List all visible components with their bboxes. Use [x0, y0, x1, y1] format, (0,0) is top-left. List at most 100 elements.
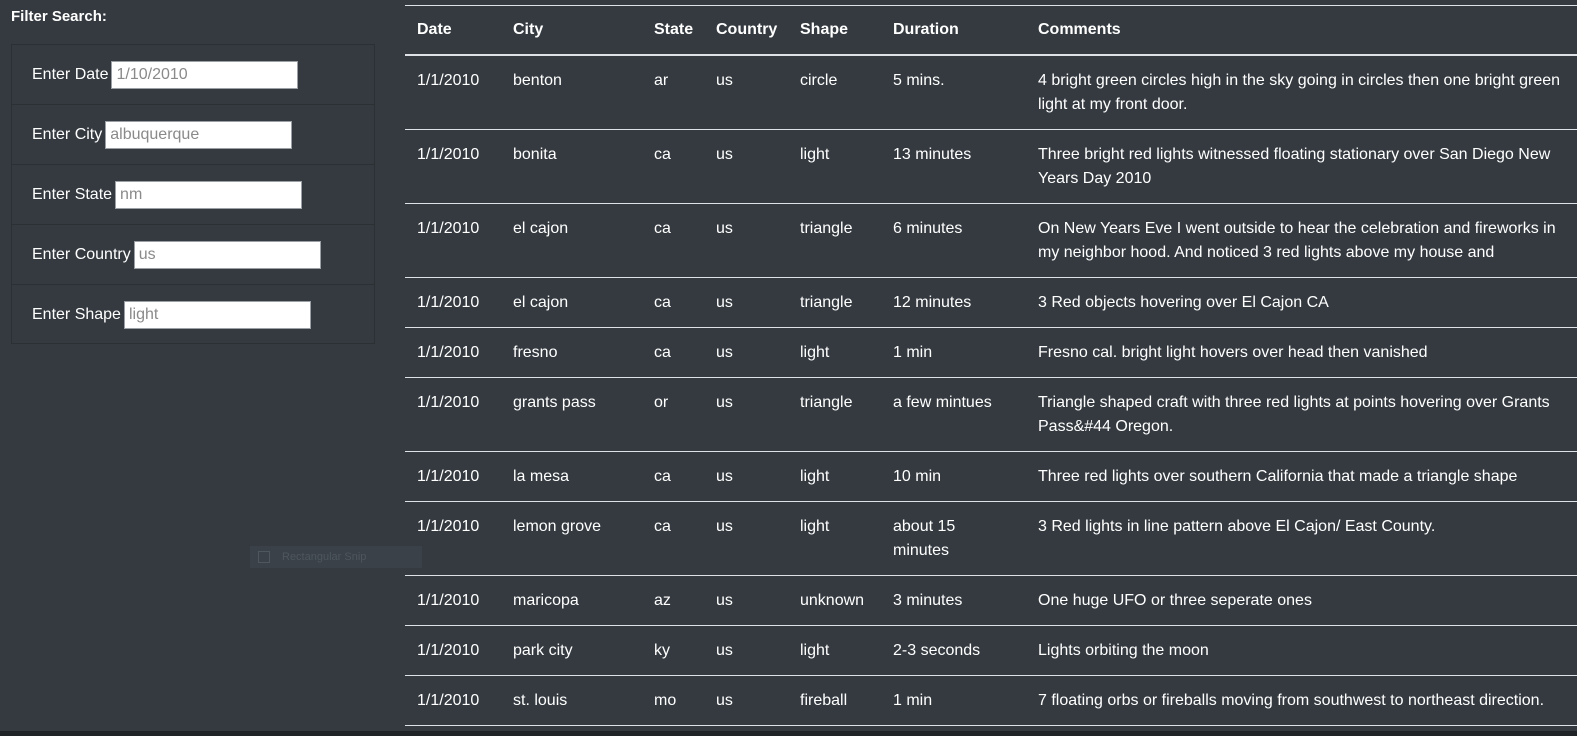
cell-city: lemon grove [501, 501, 642, 576]
state-label: Enter State [32, 185, 113, 203]
cell-shape: light [788, 625, 881, 676]
date-label: Enter Date [32, 65, 109, 83]
cell-duration: 2-3 seconds [881, 625, 1026, 676]
cell-text: 1/1/2010 [417, 468, 480, 485]
cell-duration: 1 min [881, 675, 1026, 726]
cell-text: One huge UFO or three seperate ones [1038, 592, 1312, 609]
cell-shape: light [788, 129, 881, 204]
cell-text: ca [654, 294, 671, 311]
cell-text: triangle [800, 220, 853, 237]
cell-duration: 1 min [881, 327, 1026, 378]
cell-comments: 3 Red objects hovering over El Cajon CA [1026, 277, 1577, 328]
cell-text: ca [654, 468, 671, 485]
cell-text: us [716, 146, 733, 163]
ufo-table-container: Date City State Country Shape Duration C… [405, 5, 1577, 726]
cell-text: 1/1/2010 [417, 72, 480, 89]
cell-shape: light [788, 327, 881, 378]
cell-text: light [800, 518, 830, 535]
table-row: 1/1/2010 la mesa ca us light 10 min Three red … [405, 451, 1577, 502]
cell-text: us [716, 72, 733, 89]
cell-date: 1/1/2010 [405, 625, 501, 676]
filter-item-date: Enter Date [12, 45, 374, 105]
cell-country: us [704, 501, 788, 576]
cell-text: Lights orbiting the moon [1038, 642, 1209, 659]
cell-text: triangle [800, 394, 853, 411]
cell-text: fireball [800, 692, 848, 709]
date-input[interactable] [111, 60, 299, 89]
snip-icon [258, 551, 270, 563]
cell-text: On New Years Eve I went outside to hear … [1038, 220, 1556, 261]
header-duration: Duration [881, 5, 1026, 56]
shape-label: Enter Shape [32, 306, 121, 323]
cell-city: el cajon [501, 277, 642, 328]
cell-state: ca [642, 129, 704, 204]
cell-date: 1/1/2010 [405, 377, 501, 452]
cell-text: 3 Red objects hovering over El Cajon CA [1038, 294, 1329, 311]
state-input[interactable] [115, 180, 303, 209]
cell-text: ca [654, 344, 671, 361]
cell-text: 10 min [893, 468, 942, 485]
cell-text: ca [654, 146, 671, 163]
cell-text: us [716, 468, 733, 485]
cell-text: light [800, 468, 830, 485]
cell-duration: 12 minutes [881, 277, 1026, 328]
cell-date: 1/1/2010 [405, 451, 501, 502]
cell-text: maricopa [513, 592, 579, 609]
cell-date: 1/1/2010 [405, 55, 501, 130]
cell-text: 4 bright green circles high in the sky g… [1038, 72, 1561, 113]
cell-comments: One huge UFO or three seperate ones [1026, 575, 1577, 626]
cell-duration: 13 minutes [881, 129, 1026, 204]
cell-text: 1/1/2010 [417, 146, 480, 163]
cell-city: benton [501, 55, 642, 130]
cell-state: ky [642, 625, 704, 676]
cell-text: 1/1/2010 [417, 344, 480, 361]
cell-text: ar [654, 72, 669, 89]
snip-tool-ghost: Rectangular Snip [250, 546, 422, 568]
filter-item-state: Enter State [12, 165, 374, 225]
cell-country: us [704, 277, 788, 328]
shape-input[interactable] [123, 301, 311, 329]
cell-date: 1/1/2010 [405, 327, 501, 378]
cell-comments: On New Years Eve I went outside to hear … [1026, 203, 1577, 278]
cell-shape: fireball [788, 675, 881, 726]
cell-country: us [704, 675, 788, 726]
cell-country: us [704, 575, 788, 626]
cell-country: us [704, 451, 788, 502]
cell-state: ca [642, 327, 704, 378]
table-body: 1/1/2010 benton ar us circle 5 mins. 4 bright … [405, 55, 1577, 726]
cell-text: 1/1/2010 [417, 592, 480, 609]
country-input[interactable] [133, 240, 321, 269]
table-row: 1/1/2010 fresno ca us light 1 min Fresno cal. … [405, 327, 1577, 378]
cell-text: lemon grove [513, 518, 602, 535]
cell-text: triangle [800, 294, 853, 311]
table-row: 1/1/2010 grants pass or us triangle a few min… [405, 377, 1577, 452]
cell-duration: about 15 minutes [881, 501, 1026, 576]
cell-text: az [654, 592, 671, 609]
cell-text: about 15 minutes [893, 518, 956, 559]
cell-date: 1/1/2010 [405, 277, 501, 328]
cell-text: Fresno cal. bright light hovers over hea… [1038, 344, 1428, 361]
cell-state: mo [642, 675, 704, 726]
cell-text: la mesa [513, 468, 570, 485]
table-row: 1/1/2010 maricopa az us unknown 3 minutes One … [405, 575, 1577, 626]
cell-text: el cajon [513, 220, 569, 237]
cell-text: us [716, 394, 733, 411]
cell-shape: triangle [788, 377, 881, 452]
country-label: Enter Country [32, 245, 131, 263]
city-input[interactable] [105, 120, 293, 149]
cell-text: or [654, 394, 669, 411]
cell-country: us [704, 327, 788, 378]
cell-comments: 7 floating orbs or fireballs moving from… [1026, 675, 1577, 726]
table-row: 1/1/2010 benton ar us circle 5 mins. 4 bright … [405, 55, 1577, 130]
cell-text: 7 floating orbs or fireballs moving from… [1038, 692, 1545, 709]
cell-text: 1 min [893, 344, 933, 361]
cell-date: 1/1/2010 [405, 129, 501, 204]
header-country: Country [704, 5, 788, 56]
cell-text: circle [800, 72, 838, 89]
cell-city: la mesa [501, 451, 642, 502]
cell-text: 1/1/2010 [417, 394, 480, 411]
cell-city: st. louis [501, 675, 642, 726]
bottom-edge [0, 731, 1577, 736]
cell-shape: circle [788, 55, 881, 130]
